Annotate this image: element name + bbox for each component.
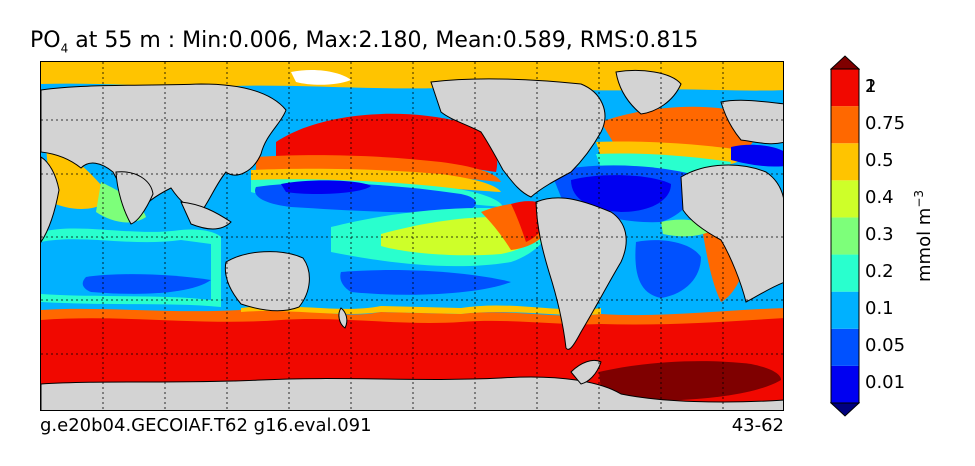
land-north-america [430, 78, 606, 198]
arctic-white [291, 69, 351, 85]
indian-low [82, 274, 211, 294]
colorbar-tick-label: 0.05 [865, 335, 906, 357]
title-stats: at 55 m : Min:0.006, Max:2.180, Mean:0.5… [68, 28, 699, 53]
colorbar-swatch [831, 365, 859, 403]
north-pacific-min [281, 180, 371, 194]
land-greenland [615, 70, 682, 115]
colorbar-tick-label: 0.5 [865, 149, 894, 171]
map-panel [40, 61, 784, 411]
case-name: g.e20b04.GECOIAF.T62 g16.eval.091 [40, 415, 372, 436]
southern-ocean-orange [41, 308, 783, 325]
colorbar-swatch [831, 291, 859, 329]
colorbar-tick-label: 0.1 [865, 298, 894, 320]
colorbar-tick-label: 1 [865, 75, 877, 97]
colorbar-tick-label: 0.4 [865, 186, 894, 208]
land-europe [720, 99, 783, 145]
mediterranean-low [731, 144, 783, 167]
colorbar [830, 55, 860, 417]
colorbar-swatch [831, 217, 859, 255]
land-south-america [535, 197, 627, 350]
north-atlantic-orange [601, 106, 756, 153]
colorbar-unit-exponent: −3 [912, 189, 926, 208]
colorbar-swatch [831, 106, 859, 144]
colorbar-tick-label: 0.75 [865, 112, 906, 134]
colorbar-extend-high [830, 55, 860, 70]
land-africa-west [680, 164, 783, 303]
colorbar-swatch [831, 180, 859, 218]
colorbar-swatch [831, 328, 859, 366]
southern-ocean-yellow [241, 305, 601, 315]
map-title: PO4 at 55 m : Min:0.006, Max:2.180, Mean… [30, 28, 698, 55]
weddell-max [599, 361, 781, 401]
land-antarctic-peninsula [570, 359, 602, 385]
land-australia [224, 251, 310, 312]
land-africa-east [41, 156, 60, 243]
land-masses [41, 70, 783, 410]
colorbar-swatch [831, 254, 859, 292]
land-india [115, 171, 154, 225]
sargasso-min [571, 175, 671, 212]
land-antarctica [41, 376, 783, 410]
north-pacific-yellow [251, 168, 501, 192]
land-se-asia [180, 201, 232, 230]
colorbar-unit-text: mmol m [914, 207, 935, 282]
title-variable: PO [30, 28, 61, 53]
colorbar-frame [830, 68, 860, 404]
ocean-field-map [41, 62, 783, 410]
land-eurasia [41, 83, 287, 213]
colorbar-unit: mmol m−3 [912, 190, 935, 282]
colorbar-swatch [831, 143, 859, 181]
arctic-yellow [41, 62, 783, 91]
indian-arabian [46, 147, 111, 209]
colorbar-tick-label: 2 [865, 75, 877, 97]
graticule [41, 62, 783, 410]
colorbar-tick-label: 0.3 [865, 224, 894, 245]
land-new-zealand [338, 307, 348, 329]
title-subscript: 4 [60, 41, 69, 56]
colorbar-swatch [831, 69, 859, 107]
year-range: 43-62 [731, 415, 784, 436]
colorbar-extend-low [830, 402, 860, 417]
south-pacific-low [340, 270, 511, 295]
south-atlantic-low [635, 240, 701, 298]
colorbar-tick-label: 0.2 [865, 261, 894, 283]
colorbar-tick-label: 0.01 [865, 372, 906, 394]
